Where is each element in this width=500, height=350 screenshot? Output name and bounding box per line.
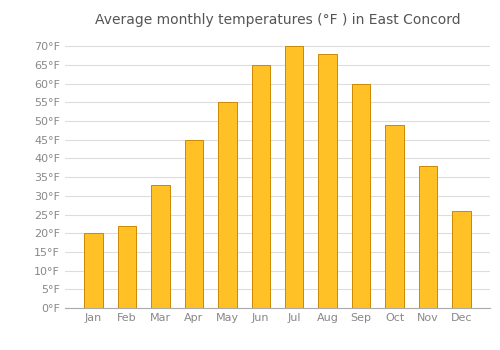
Bar <box>386 125 404 308</box>
Bar <box>84 233 102 308</box>
Bar <box>151 184 170 308</box>
Title: Average monthly temperatures (°F ) in East Concord: Average monthly temperatures (°F ) in Ea… <box>94 13 460 27</box>
Bar <box>352 84 370 308</box>
Bar <box>218 102 236 308</box>
Bar <box>285 46 304 308</box>
Bar <box>118 226 136 308</box>
Bar <box>252 65 270 308</box>
Bar <box>419 166 437 308</box>
Bar <box>452 211 470 308</box>
Bar <box>184 140 203 308</box>
Bar <box>318 54 337 308</box>
